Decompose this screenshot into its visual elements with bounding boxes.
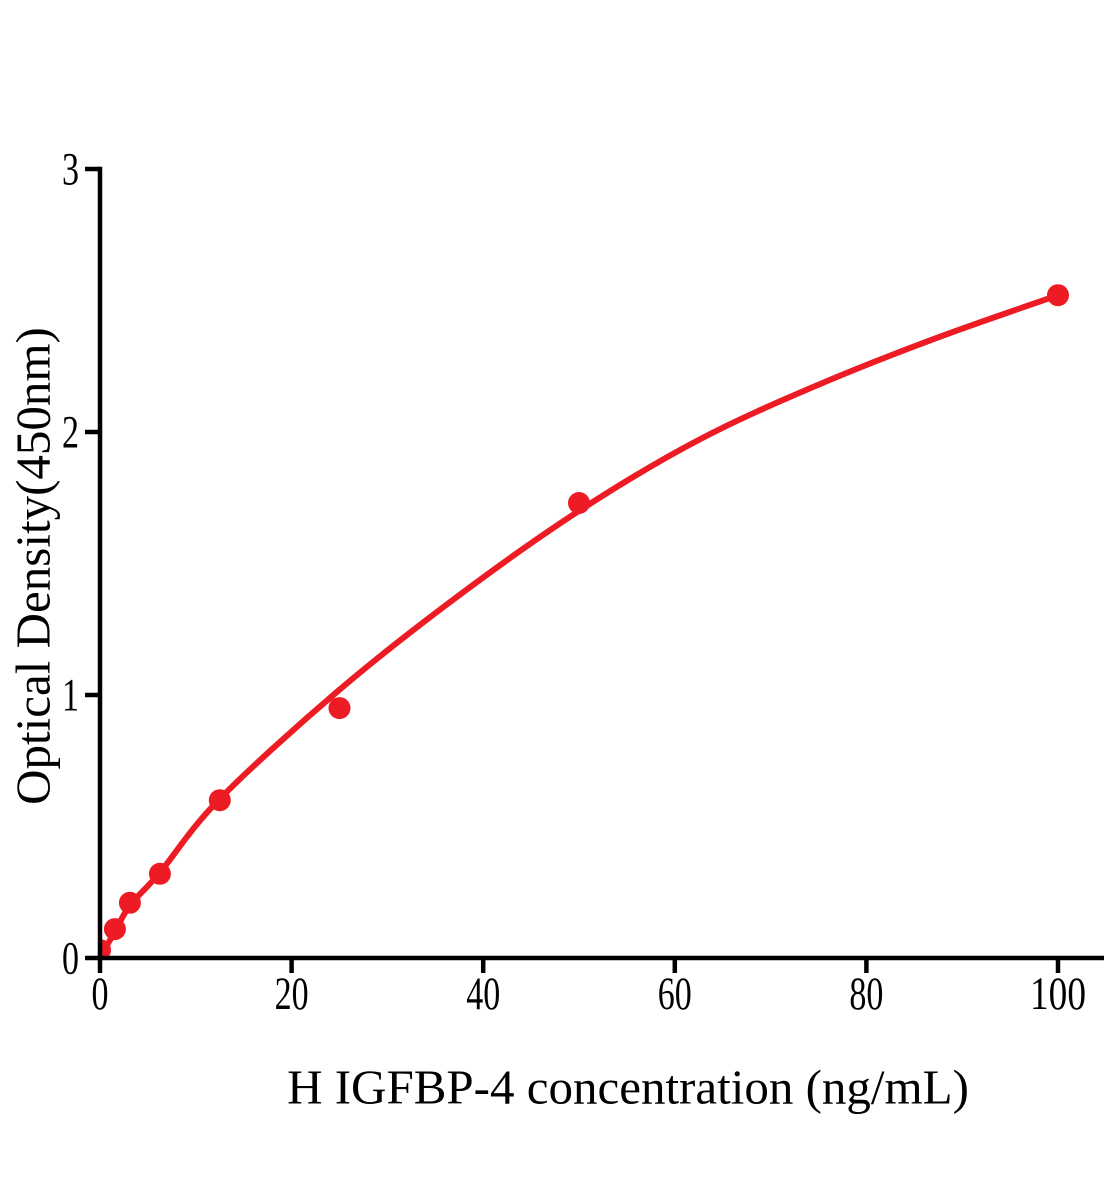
y-tick-label: 2 [62, 407, 79, 459]
data-point [103, 918, 126, 941]
data-point [568, 492, 590, 514]
y-tick-label: 0 [62, 933, 79, 985]
data-point [118, 891, 141, 914]
x-tick-label: 80 [849, 968, 883, 1020]
x-tick-label: 0 [92, 968, 109, 1020]
data-point [1047, 284, 1069, 307]
x-tick-label: 60 [658, 968, 692, 1020]
x-tick-label: 20 [275, 968, 309, 1020]
y-tick-label: 3 [62, 144, 79, 196]
x-tick-label: 100 [1030, 968, 1086, 1020]
x-axis-title: H IGFBP-4 concentration (ng/mL) [287, 1059, 969, 1115]
data-point [208, 789, 231, 812]
fit-curve [99, 292, 1061, 958]
data-point [148, 862, 171, 885]
y-tick-label: 1 [62, 670, 79, 722]
x-tick-label: 40 [466, 968, 500, 1020]
data-point [328, 697, 351, 720]
y-axis-title: Optical Density(450nm) [5, 327, 61, 805]
